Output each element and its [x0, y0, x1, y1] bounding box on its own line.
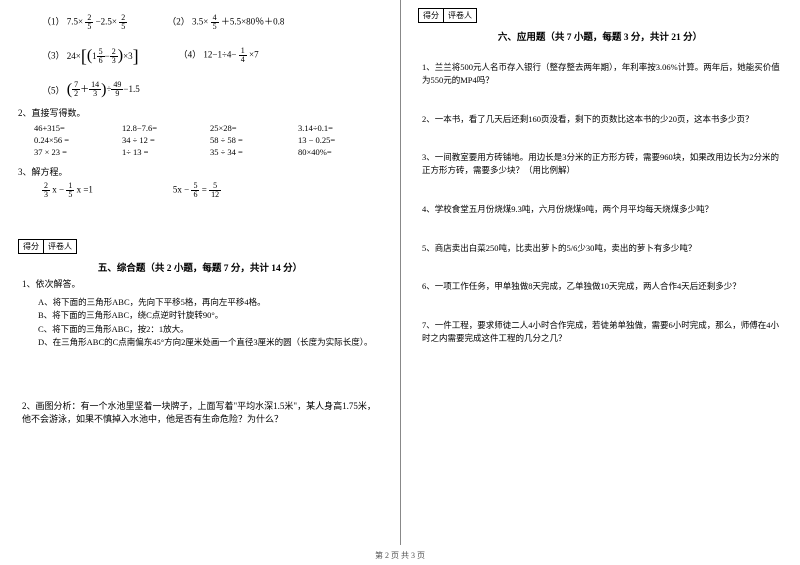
q2-frac: 45 — [211, 14, 219, 31]
score-box: 得分 评卷人 — [418, 8, 477, 23]
left-column: （1） 7.5× 25 −2.5× 25 （2） 3.5× 45 ＋5.5×80… — [0, 0, 400, 565]
score-cell-label: 得分 — [419, 9, 444, 22]
q4-frac: 14 — [239, 47, 247, 64]
problem-3-title: 3、解方程。 — [18, 165, 382, 178]
equation-row-3: （5） ( 72 ＋ 143 ) ÷ 499 −1.5 — [42, 81, 382, 98]
calc-item: 58 ÷ 58 = — [210, 135, 270, 145]
calc-row: 37 × 23 = 1÷ 13 = 35 ÷ 34 = 80×40%= — [34, 147, 382, 157]
q1-text-a: 7.5× — [67, 17, 83, 27]
application-problem: 3、一间教室要用方砖铺地。用边长是3分米的正方形方砖，需要960块，如果改用边长… — [422, 151, 782, 177]
page-footer: 第 2 页 共 3 页 — [0, 550, 800, 561]
calc-grid: 46+315= 12.8−7.6= 25×28= 3.14÷0.1= 0.24×56 =… — [18, 123, 382, 157]
q2-text-b: ＋5.5×80％＋0.8 — [221, 17, 285, 27]
q1-label: （1） — [42, 17, 65, 27]
question-1: （1） 7.5× 25 −2.5× 25 — [42, 14, 127, 31]
score-cell-label: 得分 — [19, 240, 44, 253]
q2-label: （2） — [167, 17, 190, 27]
calc-item: 37 × 23 = — [34, 147, 94, 157]
q1-frac-2: 25 — [119, 14, 127, 31]
section-5-header: 得分 评卷人 — [18, 239, 382, 254]
calc-item: 1÷ 13 = — [122, 147, 182, 157]
question-3: （3） 24× [ ( 1 56 − 23 ) ×3 ] — [42, 47, 139, 65]
q4-text-a: 12−1÷4− — [203, 50, 236, 60]
q1-frac-1: 25 — [85, 14, 93, 31]
question-2: （2） 3.5× 45 ＋5.5×80％＋0.8 — [167, 14, 284, 31]
list-item: B、将下面的三角形ABC，绕C点逆时针旋转90°。 — [38, 309, 382, 323]
q4-text-b: ×7 — [249, 50, 259, 60]
calc-item: 80×40%= — [298, 147, 358, 157]
q5-frac-1: 72 — [72, 81, 80, 98]
calc-item: 0.24×56 = — [34, 135, 94, 145]
comp-2-text: 2、画图分析：有一个水池里坚着一块牌子，上面写着"平均水深1.5米"，某人身高1… — [22, 400, 382, 427]
q3-frac-1: 56 — [97, 48, 105, 65]
calc-item: 34 ÷ 12 = — [122, 135, 182, 145]
grader-cell-label: 评卷人 — [44, 240, 76, 253]
section-5-title: 五、综合题（共 2 小题，每题 7 分，共计 14 分） — [18, 260, 382, 274]
calc-item: 46+315= — [34, 123, 94, 133]
score-box: 得分 评卷人 — [18, 239, 77, 254]
calc-item: 3.14÷0.1= — [298, 123, 358, 133]
application-problem: 1、兰兰将500元人名币存入银行（整存整去两年期），年利率按3.06%计算。两年… — [422, 61, 782, 87]
list-item: C、将下面的三角形ABC，按2：1放大。 — [38, 323, 382, 337]
q5-label: （5） — [42, 86, 65, 96]
application-problem: 2、一本书，看了几天后还剩160页没看，剩下的页数比这本书的少20页，这本书多少… — [422, 113, 782, 126]
problem-2-title: 2、直接写得数。 — [18, 106, 382, 119]
calc-row: 0.24×56 = 34 ÷ 12 = 58 ÷ 58 = 13 − 0.25= — [34, 135, 382, 145]
q1-text-b: −2.5× — [96, 17, 117, 27]
calc-item: 12.8−7.6= — [122, 123, 182, 133]
q4-label: （4） — [179, 50, 202, 60]
application-problem: 4、学校食堂五月份烧煤9.3吨，六月份烧煤9吨，两个月平均每天烧煤多少吨？ — [422, 203, 782, 216]
calc-row: 46+315= 12.8−7.6= 25×28= 3.14÷0.1= — [34, 123, 382, 133]
calc-item: 35 ÷ 34 = — [210, 147, 270, 157]
q5-frac-3: 499 — [111, 81, 123, 98]
calc-item: 13 − 0.25= — [298, 135, 358, 145]
right-bracket-icon: ] — [133, 47, 139, 65]
application-problem: 6、一项工作任务，甲单独做8天完成，乙单独做10天完成，两人合作4天后还剩多少？ — [422, 280, 782, 293]
comp-1-title: 1、依次解答。 — [22, 278, 382, 292]
section-6-title: 六、应用题（共 7 小题，每题 3 分，共计 21 分） — [418, 29, 782, 43]
grader-cell-label: 评卷人 — [444, 9, 476, 22]
q2-text-a: 3.5× — [192, 17, 208, 27]
right-column: 得分 评卷人 六、应用题（共 7 小题，每题 3 分，共计 21 分） 1、兰兰… — [400, 0, 800, 565]
application-problems: 1、兰兰将500元人名币存入银行（整存整去两年期），年利率按3.06%计算。两年… — [418, 61, 782, 345]
q3-expr: 24× [ ( 1 56 − 23 ) ×3 ] — [67, 47, 139, 65]
solve-equations: 23 x − 15 x =1 5x − 56 = 512 — [42, 182, 382, 199]
calc-item: 25×28= — [210, 123, 270, 133]
solve-eq-2: 5x − 56 = 512 — [173, 182, 221, 199]
section-6-header: 得分 评卷人 — [418, 8, 782, 23]
question-4: （4） 12−1÷4− 14 ×7 — [179, 47, 259, 65]
q3-label: （3） — [42, 51, 65, 61]
solve-eq-1: 23 x − 15 x =1 — [42, 182, 93, 199]
equation-row-2: （3） 24× [ ( 1 56 − 23 ) ×3 ] （4） 12−1÷4−… — [42, 47, 382, 65]
q3-frac-2: 23 — [110, 48, 118, 65]
list-item: D、在三角形ABC的C点南偏东45°方向2厘米处画一个直径3厘米的圆（长度为实际… — [38, 336, 382, 350]
application-problem: 5、商店卖出白菜250吨，比卖出萝卜的5/6少30吨，卖出的萝卜有多少吨？ — [422, 242, 782, 255]
comp-1-list: A、将下面的三角形ABC，先向下平移5格，再向左平移4格。B、将下面的三角形AB… — [38, 296, 382, 350]
list-item: A、将下面的三角形ABC，先向下平移5格，再向左平移4格。 — [38, 296, 382, 310]
q5-frac-2: 143 — [89, 81, 101, 98]
application-problem: 7、一件工程，要求师徒二人4小时合作完成，若徒弟单独做，需要6小时完成，那么，师… — [422, 319, 782, 345]
question-5: （5） ( 72 ＋ 143 ) ÷ 499 −1.5 — [42, 81, 140, 98]
equation-row-1: （1） 7.5× 25 −2.5× 25 （2） 3.5× 45 ＋5.5×80… — [42, 14, 382, 31]
